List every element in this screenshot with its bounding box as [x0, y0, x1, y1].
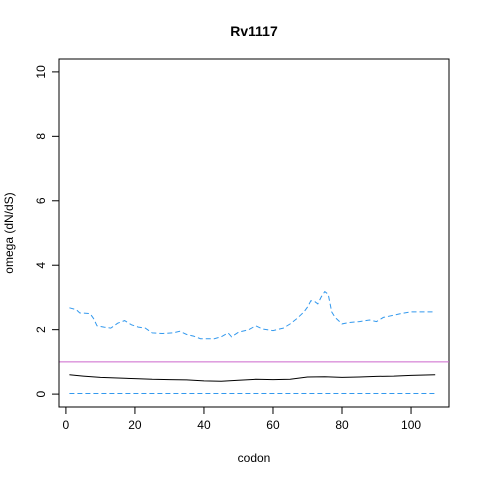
x-tick-label: 0: [63, 418, 70, 432]
series-line-1: [69, 374, 436, 382]
x-axis-label: codon: [238, 451, 271, 465]
x-tick-label: 80: [335, 418, 349, 432]
y-tick-label: 8: [34, 133, 48, 140]
x-tick-label: 100: [401, 418, 421, 432]
y-tick-label: 10: [34, 65, 48, 79]
y-tick-label: 2: [34, 326, 48, 333]
series-line-2: [69, 290, 436, 340]
y-tick-label: 4: [34, 262, 48, 269]
y-axis-label: omega (dN/dS): [2, 192, 16, 273]
x-tick-label: 40: [197, 418, 211, 432]
chart-title: Rv1117: [230, 23, 278, 39]
y-tick-label: 6: [34, 197, 48, 204]
x-tick-label: 60: [266, 418, 280, 432]
x-tick-label: 20: [128, 418, 142, 432]
plot-frame: [58, 58, 450, 408]
y-tick-label: 0: [34, 390, 48, 397]
